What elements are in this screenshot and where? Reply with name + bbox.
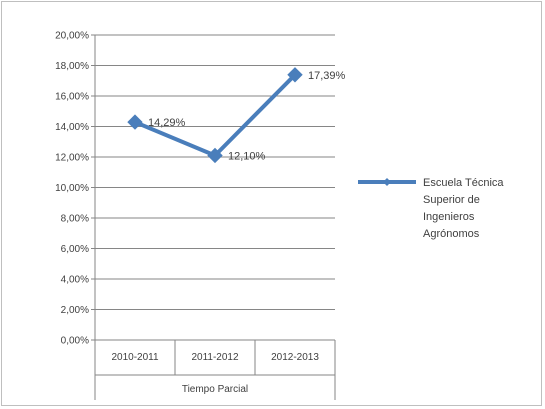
- y-tick-label: 4,00%: [61, 275, 89, 286]
- data-label: 14,29%: [148, 117, 186, 129]
- y-tick-label: 20,00%: [55, 31, 89, 42]
- legend-label: Ingenieros: [423, 211, 475, 223]
- legend-label: Superior de: [423, 194, 480, 206]
- legend: Escuela Técnica Superior de Ingenieros Agró…: [358, 177, 504, 240]
- gridlines: [95, 34, 335, 310]
- y-tick-label: 14,00%: [55, 122, 89, 133]
- data-label: 12,10%: [228, 150, 266, 162]
- axes: 0,00% 2,00% 4,00% 6,00% 8,00% 10,00% 12,00% 14,…: [55, 31, 336, 400]
- y-tick-label: 12,00%: [55, 153, 89, 164]
- y-tick-label: 6,00%: [61, 244, 89, 255]
- y-tick-label: 16,00%: [55, 92, 89, 103]
- y-tick-label: 0,00%: [61, 336, 89, 347]
- y-tick-label: 18,00%: [55, 61, 89, 72]
- data-label: 17,39%: [308, 70, 346, 82]
- y-tick-label: 10,00%: [55, 183, 89, 194]
- data-labels: 14,29% 12,10% 17,39%: [148, 70, 346, 163]
- y-tick-label: 8,00%: [61, 214, 89, 225]
- legend-label: Agrónomos: [423, 228, 480, 240]
- data-point-marker: [207, 147, 223, 164]
- legend-marker-swatch: [383, 178, 391, 186]
- y-tick-label: 2,00%: [61, 305, 89, 316]
- x-tick-label: 2010-2011: [111, 352, 159, 363]
- data-point-marker: [287, 67, 303, 83]
- x-tick-label: 2011-2012: [191, 352, 239, 363]
- series: [127, 67, 303, 164]
- series-line: [134, 73, 297, 158]
- legend-label: Escuela Técnica: [423, 177, 504, 189]
- data-point-marker: [127, 114, 143, 130]
- x-group-label: Tiempo Parcial: [182, 384, 248, 395]
- x-tick-label: 2012-2013: [271, 352, 319, 363]
